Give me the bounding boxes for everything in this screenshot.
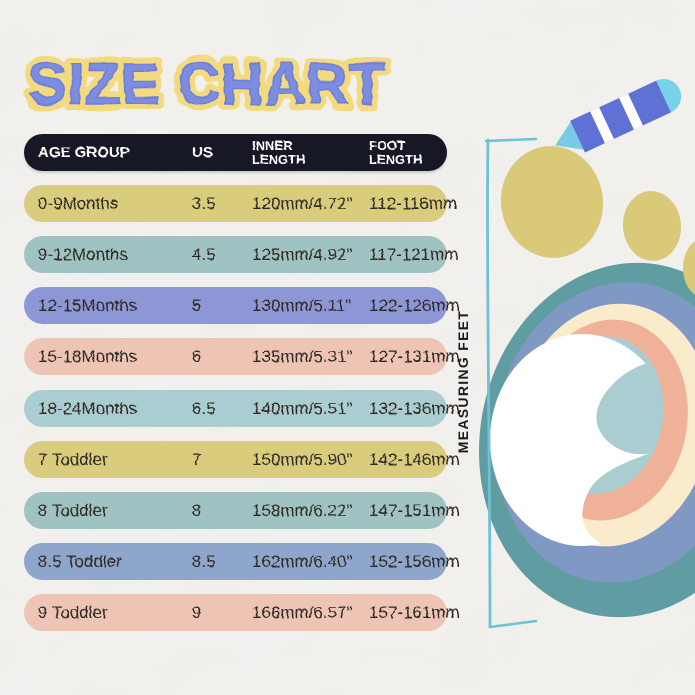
svg-text:SIZE CHART: SIZE CHART [28,52,386,117]
